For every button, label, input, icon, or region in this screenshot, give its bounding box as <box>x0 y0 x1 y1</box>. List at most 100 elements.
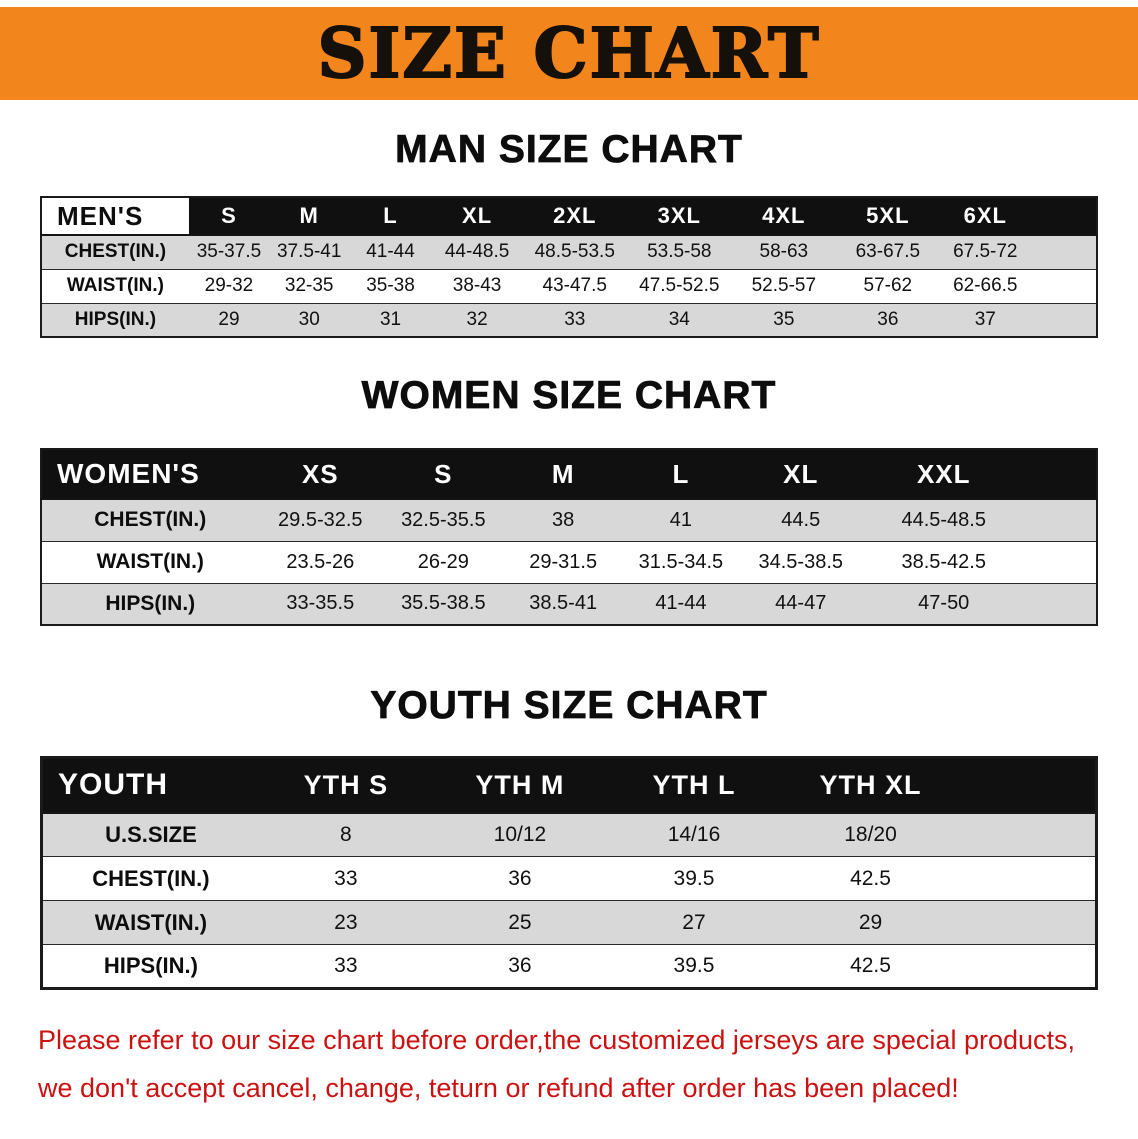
size-value-cell: 29.5-32.5 <box>278 508 363 531</box>
row-label-cell: CHEST(IN.) <box>94 508 207 532</box>
size-value-cell: 27 <box>682 910 706 934</box>
size-value-cell: 14/16 <box>667 822 721 846</box>
measurement-row: WAIST(IN.) 23 25 27 29 <box>41 900 1097 945</box>
size-value-cell: 38-43 <box>452 275 502 296</box>
row-label-cell: WAIST(IN.) <box>66 275 164 296</box>
size-value-cell: 67.5-72 <box>953 241 1018 263</box>
size-value-cell: 44.5-48.5 <box>901 508 986 531</box>
banner-title: SIZE CHART <box>316 13 821 95</box>
youth-size-table: YOUTH YTH S YTH M YTH L YTH XL U.S.SIZE 8 10/1… <box>40 756 1098 990</box>
size-column-header: M <box>269 197 350 236</box>
row-label-cell: CHEST(IN.) <box>64 241 167 263</box>
size-value-cell: 47.5-52.5 <box>639 275 720 296</box>
size-value-cell: 29 <box>218 308 240 330</box>
size-value-cell: 39.5 <box>673 866 715 890</box>
size-value-cell: 38 <box>552 508 575 531</box>
size-value-cell: 53.5-58 <box>647 241 712 263</box>
row-label-cell: WAIST(IN.) <box>96 550 204 573</box>
size-column-header: XL <box>740 449 862 500</box>
size-value-cell: 23 <box>334 910 358 934</box>
size-value-cell: 32 <box>466 308 488 330</box>
size-value-cell: 8 <box>340 822 352 846</box>
size-column-header: 5XL <box>836 197 940 236</box>
disclaimer-line-2: we don't accept cancel, change, teturn o… <box>38 1073 959 1103</box>
size-column-header: XS <box>258 449 383 500</box>
size-value-cell: 48.5-53.5 <box>534 241 615 263</box>
size-column-header: 4XL <box>731 197 837 236</box>
size-value-cell: 43-47.5 <box>542 275 607 296</box>
size-value-cell: 44-48.5 <box>444 241 510 263</box>
table-title-cell: WOMEN'S <box>41 449 259 500</box>
size-value-cell: 30 <box>298 308 320 330</box>
size-value-cell: 26-29 <box>417 550 469 573</box>
size-value-cell: 36 <box>877 308 899 330</box>
size-value-cell: 41 <box>669 508 693 531</box>
size-value-cell: 36 <box>508 866 532 890</box>
youth-size-section: YOUTH SIZE CHART YOUTH YTH S YTH M YTH L YTH… <box>0 684 1138 990</box>
size-value-cell: 33 <box>564 308 586 330</box>
size-value-cell: 35-38 <box>366 275 415 296</box>
measurement-row: WAIST(IN.) 29-32 32-35 35-38 38-43 43-47.5 47.… <box>41 269 1097 303</box>
size-column-header: 3XL <box>627 197 732 236</box>
size-column-header: S <box>382 449 505 500</box>
size-value-cell: 36 <box>508 954 532 977</box>
size-column-header: L <box>349 197 432 236</box>
size-value-cell: 23.5-26 <box>286 550 355 573</box>
size-value-cell: 35.5-38.5 <box>401 592 486 615</box>
size-column-header: YTH M <box>432 757 607 814</box>
size-value-cell: 44-47 <box>775 592 827 615</box>
measurement-row: WAIST(IN.) 23.5-26 26-29 29-31.5 31.5-34.5 34… <box>41 541 1097 583</box>
youth-section-heading: YOUTH SIZE CHART <box>370 684 768 728</box>
disclaimer: Please refer to our size chart before or… <box>38 1016 1118 1112</box>
size-value-cell: 63-67.5 <box>855 241 921 263</box>
size-value-cell: 10/12 <box>493 822 547 846</box>
row-label-cell: U.S.SIZE <box>105 821 197 847</box>
size-column-header: M <box>504 449 622 500</box>
size-value-cell: 35 <box>773 308 795 330</box>
size-column-header: XL <box>431 197 523 236</box>
size-value-cell: 29 <box>858 910 883 934</box>
women-section-heading: WOMEN SIZE CHART <box>361 374 777 418</box>
size-value-cell: 32.5-35.5 <box>401 508 486 531</box>
size-column-header: YTH S <box>258 757 433 814</box>
size-column-header: XXL <box>861 449 1097 500</box>
row-label-cell: HIPS(IN.) <box>103 953 198 978</box>
size-column-header: YTH L <box>606 757 782 814</box>
size-value-cell: 38.5-42.5 <box>901 550 986 573</box>
size-chart-page: SIZE CHART MAN SIZE CHART MEN'S S M L XL 2XL 3… <box>0 7 1138 1112</box>
size-value-cell: 33 <box>334 866 358 890</box>
size-value-cell: 33-35.5 <box>286 592 355 615</box>
size-value-cell: 32-35 <box>284 275 334 296</box>
women-size-section: WOMEN SIZE CHART WOMEN'S XS S M L XL XXL CHEST… <box>0 374 1138 626</box>
men-section-heading: MAN SIZE CHART <box>395 128 743 172</box>
youth-table-header: YOUTH YTH S YTH M YTH L YTH XL <box>41 757 1097 814</box>
size-value-cell: 52.5-57 <box>751 275 817 296</box>
size-value-cell: 62-66.5 <box>953 275 1018 296</box>
measurement-row: CHEST(IN.) 33 36 39.5 42.5 <box>41 856 1097 901</box>
size-value-cell: 29-31.5 <box>529 550 598 573</box>
size-value-cell: 42.5 <box>850 866 891 890</box>
size-value-cell: 41-44 <box>366 241 415 263</box>
measurement-row: HIPS(IN.) 33-35.5 35.5-38.5 38.5-41 41-44 44-… <box>41 583 1097 625</box>
measurement-row: CHEST(IN.) 35-37.5 37.5-41 41-44 44-48.5 48.5… <box>41 235 1097 269</box>
size-column-header: 2XL <box>522 197 628 236</box>
size-value-cell: 44.5 <box>781 508 821 531</box>
size-value-cell: 31 <box>379 308 402 330</box>
men-size-section: MAN SIZE CHART MEN'S S M L XL 2XL 3XL 4XL 5XL 6XL… <box>0 128 1138 338</box>
size-value-cell: 25 <box>508 910 532 934</box>
row-label-cell: HIPS(IN.) <box>74 308 157 330</box>
header-row: MEN'S S M L XL 2XL 3XL 4XL 5XL 6XL <box>41 197 1097 236</box>
size-value-cell: 18/20 <box>844 822 897 846</box>
table-title-cell: MEN'S <box>41 197 189 236</box>
size-value-cell: 31.5-34.5 <box>638 550 724 573</box>
row-label-cell: CHEST(IN.) <box>92 865 210 891</box>
measurement-row: CHEST(IN.) 29.5-32.5 32.5-35.5 38 41 44.5 44.5… <box>41 499 1097 541</box>
size-column-header: L <box>621 449 741 500</box>
size-value-cell: 37 <box>974 308 996 330</box>
measurement-row: U.S.SIZE 8 10/12 14/16 18/20 <box>41 812 1097 857</box>
header-row: WOMEN'S XS S M L XL XXL <box>41 449 1097 500</box>
women-size-table: WOMEN'S XS S M L XL XXL CHEST(IN.) 29.5-32.5 32.… <box>40 448 1098 626</box>
size-value-cell: 58-63 <box>759 241 809 263</box>
measurement-row: HIPS(IN.) 29 30 31 32 33 34 35 36 37 <box>41 303 1097 337</box>
men-size-table: MEN'S S M L XL 2XL 3XL 4XL 5XL 6XL CHEST(IN.) 35-3… <box>40 196 1098 338</box>
